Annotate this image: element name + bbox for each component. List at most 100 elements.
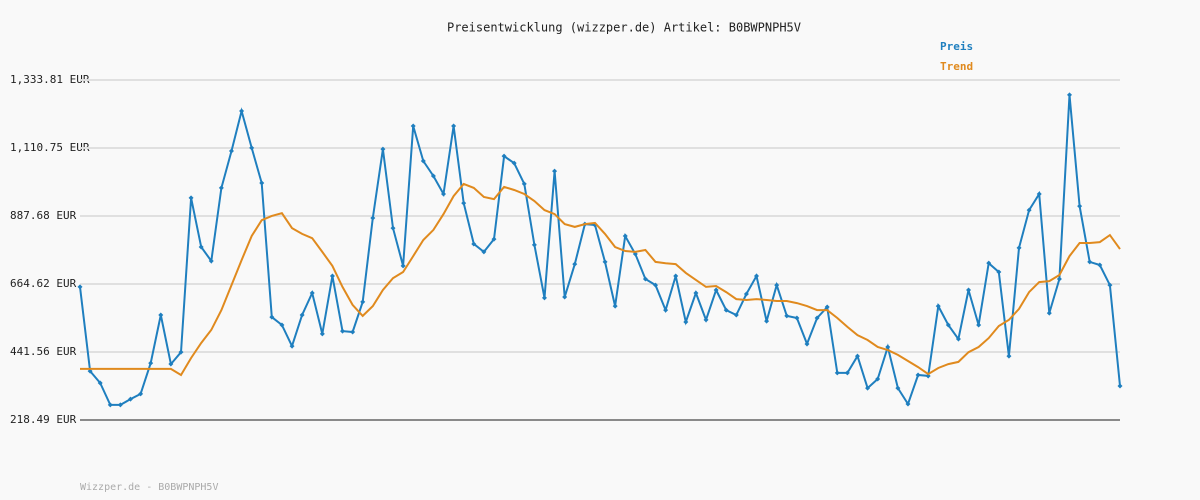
data-point xyxy=(1087,259,1093,265)
data-point xyxy=(612,303,618,309)
data-point xyxy=(400,263,406,269)
data-point xyxy=(299,312,305,318)
data-point xyxy=(471,241,477,247)
data-point xyxy=(481,249,487,255)
data-point xyxy=(653,282,659,288)
data-point xyxy=(673,273,679,279)
data-point xyxy=(1026,207,1032,213)
data-point xyxy=(875,376,881,382)
data-point xyxy=(693,290,699,296)
data-point xyxy=(541,295,547,301)
y-tick-label: 887.68 EUR xyxy=(10,209,77,222)
data-point xyxy=(945,322,951,328)
data-point xyxy=(1056,276,1062,282)
data-point xyxy=(410,123,416,129)
data-point xyxy=(461,200,467,206)
data-point xyxy=(642,276,648,282)
data-point xyxy=(764,318,770,324)
data-point xyxy=(340,328,346,334)
data-point xyxy=(390,225,396,231)
data-point xyxy=(733,312,739,318)
y-tick-label: 218.49 EUR xyxy=(10,413,77,426)
y-tick-label: 441.56 EUR xyxy=(10,345,77,358)
data-point xyxy=(228,148,234,154)
data-point xyxy=(854,353,860,359)
data-point xyxy=(713,287,719,293)
chart-title: Preisentwicklung (wizzper.de) Artikel: B… xyxy=(447,21,801,35)
data-point xyxy=(319,331,325,337)
data-point xyxy=(440,191,446,197)
data-point xyxy=(269,314,275,320)
data-point xyxy=(1036,191,1042,197)
data-point xyxy=(915,372,921,378)
data-point xyxy=(1006,353,1012,359)
data-point xyxy=(703,317,709,323)
data-point xyxy=(723,307,729,313)
y-tick-label: 664.62 EUR xyxy=(10,277,77,290)
data-point xyxy=(895,385,901,391)
data-point xyxy=(107,402,113,408)
y-tick-label: 1,333.81 EUR xyxy=(10,73,90,86)
data-point xyxy=(905,401,911,407)
data-point xyxy=(1016,245,1022,251)
data-point xyxy=(239,108,245,114)
data-point xyxy=(834,370,840,376)
data-point xyxy=(986,260,992,266)
data-point xyxy=(996,269,1002,275)
data-point xyxy=(743,291,749,297)
footer: Wizzper.de - B0BWPNPH5V xyxy=(80,482,218,493)
data-point xyxy=(552,168,558,174)
data-point xyxy=(774,282,780,288)
legend-entry: Trend xyxy=(940,60,973,73)
data-point xyxy=(754,273,760,279)
data-point xyxy=(249,145,255,151)
data-point xyxy=(218,185,224,191)
data-point xyxy=(1107,282,1113,288)
series-line xyxy=(79,94,1121,407)
data-point xyxy=(1046,310,1052,316)
data-point xyxy=(188,195,194,201)
data-point xyxy=(158,312,164,318)
data-point xyxy=(521,181,527,187)
data-point xyxy=(531,242,537,248)
data-point xyxy=(148,360,154,366)
data-point xyxy=(622,233,628,239)
data-point xyxy=(1077,203,1083,209)
data-point xyxy=(925,373,931,379)
data-point xyxy=(572,261,578,267)
data-point xyxy=(844,370,850,376)
data-point xyxy=(501,153,507,159)
data-point xyxy=(208,258,214,264)
data-point xyxy=(804,341,810,347)
data-point xyxy=(259,180,265,186)
data-point xyxy=(279,322,285,328)
data-point xyxy=(97,380,103,386)
data-point xyxy=(602,259,608,265)
data-point xyxy=(885,344,891,350)
data-point xyxy=(511,160,517,166)
data-point xyxy=(794,315,800,321)
y-tick-label: 1,110.75 EUR xyxy=(10,141,90,154)
data-point xyxy=(309,290,315,296)
data-point xyxy=(1117,383,1123,389)
data-point xyxy=(360,299,366,305)
data-point xyxy=(1067,92,1073,98)
data-point xyxy=(289,343,295,349)
data-point xyxy=(198,244,204,250)
series-line xyxy=(80,182,1121,377)
data-point xyxy=(955,336,961,342)
data-point xyxy=(784,313,790,319)
data-point xyxy=(138,391,144,397)
data-point xyxy=(824,304,830,310)
legend-entry: Preis xyxy=(940,40,973,53)
data-point xyxy=(935,303,941,309)
data-point xyxy=(178,349,184,355)
data-point xyxy=(683,319,689,325)
data-point xyxy=(127,396,133,402)
data-point xyxy=(451,123,457,129)
data-point xyxy=(814,315,820,321)
data-point xyxy=(168,361,174,367)
data-point xyxy=(350,329,356,335)
data-point xyxy=(329,273,335,279)
